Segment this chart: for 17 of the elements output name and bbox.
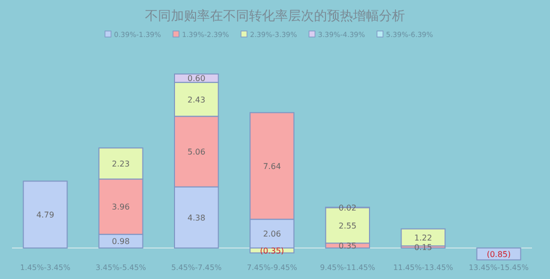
data-label: 0.98 — [112, 237, 130, 246]
data-label: 0.60 — [188, 74, 206, 84]
data-label: 0.02 — [338, 203, 356, 212]
data-label: (0.85) — [486, 250, 511, 259]
bar — [22, 180, 68, 248]
data-label: 1.22 — [414, 233, 432, 242]
data-label: 7.64 — [263, 162, 281, 171]
data-label: (0.35) — [260, 246, 284, 256]
data-label: 2.55 — [338, 221, 356, 230]
data-label: 3.96 — [112, 202, 130, 212]
data-label: 5.06 — [188, 148, 206, 157]
data-label: 4.79 — [36, 210, 54, 220]
data-label: 2.06 — [263, 230, 281, 239]
data-label: 2.23 — [112, 160, 130, 169]
chart-title: 不同加购率在不同转化率层次的预热增幅分析 — [145, 8, 405, 24]
data-label: 4.38 — [188, 213, 206, 222]
data-label: 2.43 — [188, 95, 206, 104]
